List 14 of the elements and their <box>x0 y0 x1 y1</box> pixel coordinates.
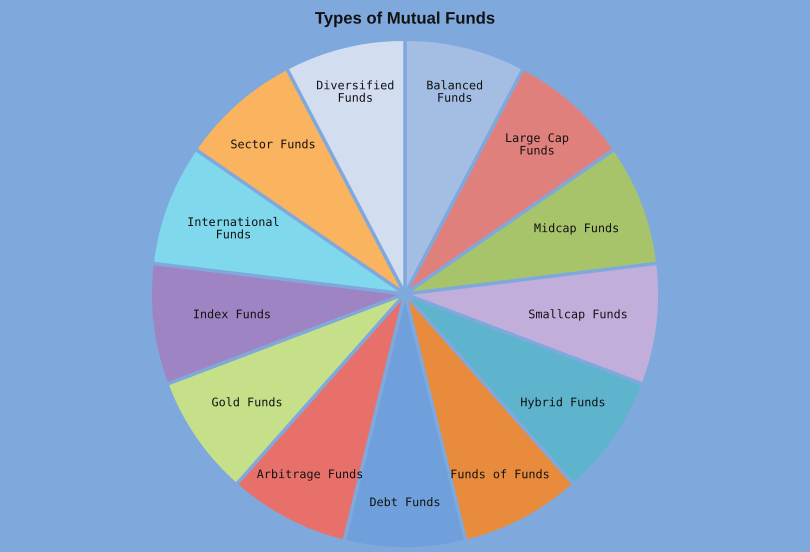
slice-label: Funds of Funds <box>452 469 549 478</box>
slice-label: Sector Funds <box>231 139 315 148</box>
chart-title: Types of Mutual Funds <box>315 12 494 28</box>
slice-label: Smallcap Funds <box>529 309 627 321</box>
slice-label: Gold Funds <box>212 397 282 406</box>
slice-label: Hybrid Funds <box>521 397 604 409</box>
slice-label: Diversified Funds <box>316 80 394 102</box>
slice-label: Large Cap Funds <box>506 133 568 155</box>
slice-label: Arbitrage Funds <box>256 469 362 481</box>
slice-label: International Funds <box>188 216 278 239</box>
slice-label: Debt Funds <box>370 497 440 506</box>
slice-label: Midcap Funds <box>534 223 618 235</box>
slice-label: Balanced Funds <box>427 80 482 102</box>
slice-label: Index Funds <box>194 309 270 318</box>
